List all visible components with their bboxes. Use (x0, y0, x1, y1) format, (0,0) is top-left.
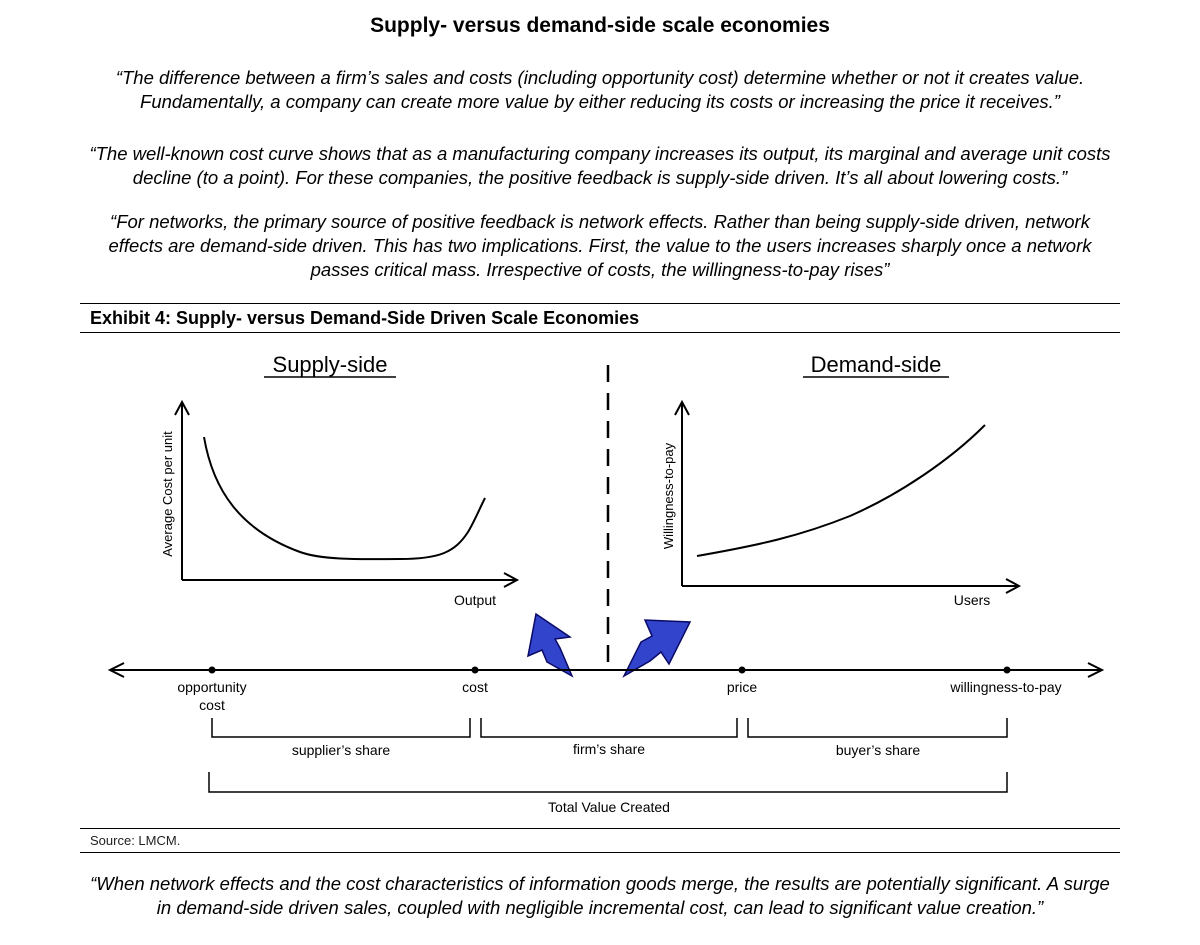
supplier-share-label: supplier’s share (292, 742, 391, 758)
buyer-share-bracket (747, 718, 1008, 738)
supply-side-arrow-icon (526, 612, 574, 678)
quote-line: “The difference between a firm’s sales a… (115, 67, 1085, 88)
average-cost-curve (203, 436, 486, 561)
value-line-right-arrowhead (1087, 662, 1105, 678)
quote-line: passes critical mass. Irrespective of co… (310, 259, 890, 280)
exhibit-source: Source: LMCM. (90, 833, 181, 848)
supply-y-axis-arrowhead (174, 399, 190, 416)
quote-network-effects: “For networks, the primary source of pos… (40, 210, 1160, 282)
quote-line: “For networks, the primary source of pos… (110, 211, 1090, 232)
demand-x-axis-arrowhead (1005, 578, 1022, 594)
price-point (738, 666, 746, 674)
supplier-share-bracket (211, 718, 471, 738)
exhibit-header-rule (80, 332, 1120, 333)
quote-line: Fundamentally, a company can create more… (140, 91, 1060, 112)
firm-share-bracket (480, 718, 738, 738)
demand-x-axis-label: Users (954, 592, 991, 608)
supply-x-axis-arrowhead (503, 572, 520, 588)
total-value-bracket (208, 772, 1008, 793)
supply-x-axis-label: Output (454, 592, 496, 608)
cost-label: cost (462, 679, 488, 695)
demand-y-axis-label: Willingness-to-pay (661, 442, 676, 549)
price-label: price (727, 679, 758, 695)
supply-y-axis-label: Average Cost per unit (160, 431, 175, 557)
quote-line: “When network effects and the cost chara… (90, 873, 1110, 894)
opportunity-cost-label-line1: opportunity (177, 679, 246, 695)
quote-value-creation: “The difference between a firm’s sales a… (40, 66, 1160, 114)
value-line-left-arrowhead (107, 662, 125, 678)
quote-cost-curve: “The well-known cost curve shows that as… (40, 142, 1160, 190)
opportunity-cost-label-line2: cost (199, 697, 225, 713)
cost-point (471, 666, 479, 674)
exhibit-title: Exhibit 4: Supply- versus Demand-Side Dr… (90, 308, 640, 328)
exhibit-source-rule (80, 828, 1120, 829)
demand-y-axis-arrowhead (674, 399, 690, 416)
willingness-to-pay-label: willingness-to-pay (949, 679, 1061, 695)
total-value-label: Total Value Created (548, 799, 670, 815)
closing-quote: “When network effects and the cost chara… (40, 872, 1160, 920)
exhibit-top-rule (80, 303, 1120, 304)
quote-line: decline (to a point). For these companie… (132, 167, 1068, 188)
page-title: Supply- versus demand-side scale economi… (370, 14, 830, 37)
quote-line: “The well-known cost curve shows that as… (89, 143, 1111, 164)
firm-share-label: firm’s share (573, 741, 645, 757)
willingness-to-pay-point (1003, 666, 1011, 674)
opportunity-cost-point (208, 666, 216, 674)
supply-side-heading: Supply-side (273, 352, 388, 377)
demand-side-heading: Demand-side (811, 352, 942, 377)
quote-line: effects are demand-side driven. This has… (108, 235, 1092, 256)
exhibit-bottom-rule (80, 852, 1120, 853)
buyer-share-label: buyer’s share (836, 742, 921, 758)
demand-side-arrow-icon (622, 619, 692, 678)
quote-line: in demand-side driven sales, coupled wit… (156, 897, 1044, 918)
willingness-to-pay-curve (696, 424, 986, 557)
